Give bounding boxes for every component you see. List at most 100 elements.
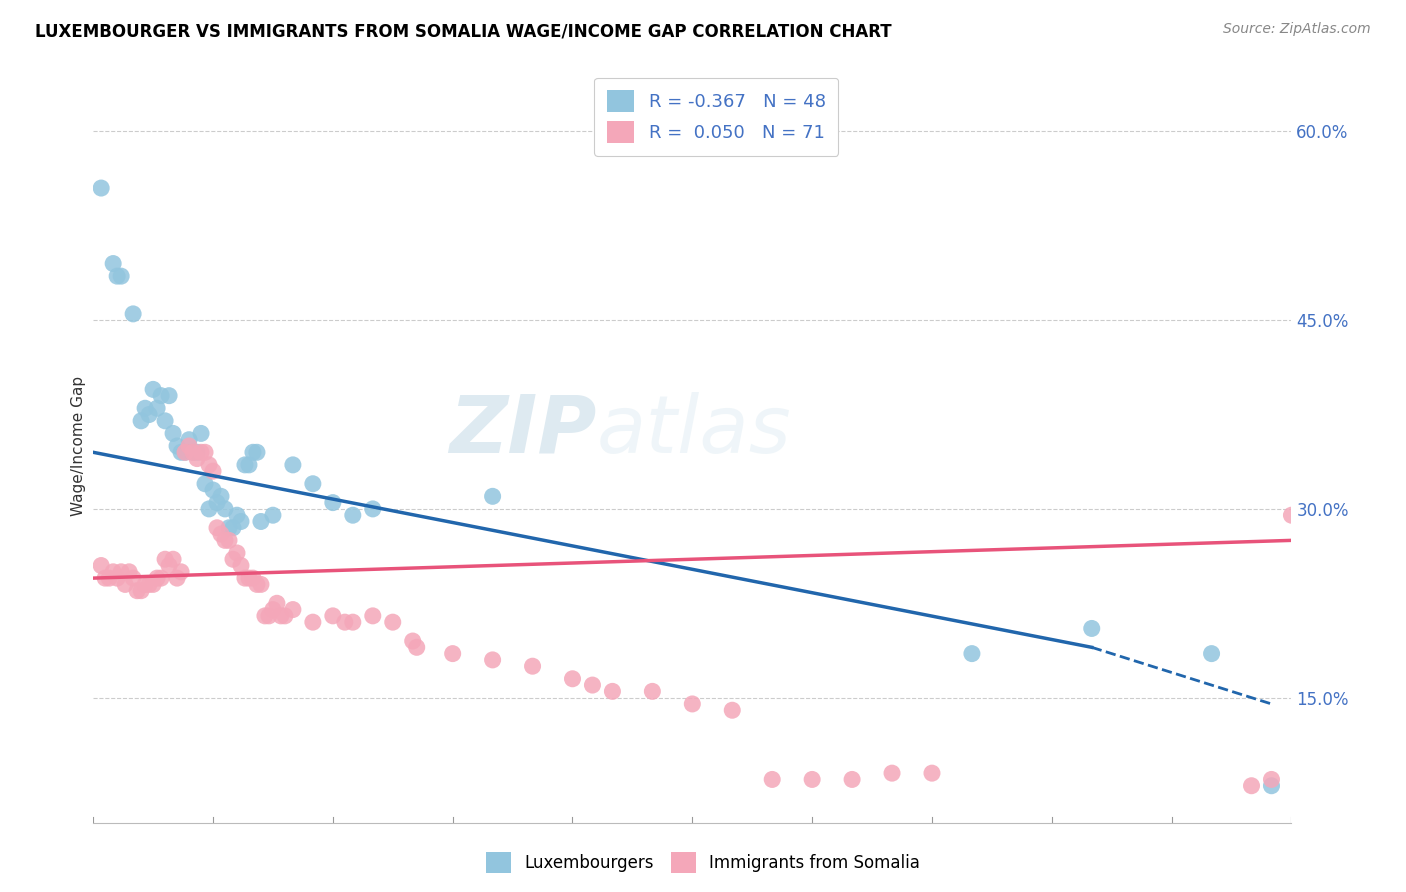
Point [186,445,208,459]
Point [150,571,173,585]
Point [170,445,193,459]
Point [522,659,544,673]
Point [222,552,245,566]
Point [841,772,863,787]
Point [1240,779,1263,793]
Point [218,521,240,535]
Point [157,389,180,403]
Point [921,766,943,780]
Point [166,571,188,585]
Point [402,634,425,648]
Point [202,464,225,478]
Point [122,571,145,585]
Point [110,269,132,284]
Point [257,608,280,623]
Point [105,269,128,284]
Point [561,672,583,686]
Point [162,552,184,566]
Text: atlas: atlas [596,392,792,470]
Point [238,571,260,585]
Point [226,546,249,560]
Point [209,527,232,541]
Point [174,445,197,459]
Point [481,489,503,503]
Point [226,508,249,523]
Point [681,697,703,711]
Point [181,445,204,459]
Point [150,389,173,403]
Point [1201,647,1223,661]
Point [177,433,200,447]
Point [101,256,124,270]
Point [246,445,269,459]
Point [118,565,141,579]
Point [177,439,200,453]
Point [222,521,245,535]
Point [1260,772,1282,787]
Point [162,426,184,441]
Point [1281,508,1303,523]
Point [122,307,145,321]
Point [1080,622,1102,636]
Point [127,583,149,598]
Point [322,608,344,623]
Point [242,571,264,585]
Point [322,495,344,509]
Point [90,181,112,195]
Point [262,508,284,523]
Point [142,383,165,397]
Text: ZIP: ZIP [449,392,596,470]
Point [166,439,188,453]
Point [209,489,232,503]
Point [253,608,276,623]
Point [190,445,212,459]
Point [229,558,252,573]
Point [114,577,136,591]
Point [238,458,260,472]
Point [181,445,204,459]
Point [129,414,152,428]
Point [138,408,160,422]
Point [960,647,983,661]
Point [250,515,273,529]
Point [90,558,112,573]
Legend: R = -0.367   N = 48, R =  0.050   N = 71: R = -0.367 N = 48, R = 0.050 N = 71 [595,78,838,156]
Point [242,445,264,459]
Point [233,571,256,585]
Point [146,571,169,585]
Text: LUXEMBOURGER VS IMMIGRANTS FROM SOMALIA WAGE/INCOME GAP CORRELATION CHART: LUXEMBOURGER VS IMMIGRANTS FROM SOMALIA … [35,22,891,40]
Point [641,684,664,698]
Point [138,577,160,591]
Point [342,508,364,523]
Y-axis label: Wage/Income Gap: Wage/Income Gap [72,376,86,516]
Point [361,608,384,623]
Point [153,414,176,428]
Point [233,458,256,472]
Point [198,458,221,472]
Text: Source: ZipAtlas.com: Source: ZipAtlas.com [1223,22,1371,37]
Point [441,647,464,661]
Point [250,577,273,591]
Point [270,608,292,623]
Point [266,596,288,610]
Point [302,615,325,629]
Point [405,640,427,655]
Point [214,502,236,516]
Point [110,565,132,579]
Point [262,602,284,616]
Point [246,577,269,591]
Point [129,583,152,598]
Point [281,458,304,472]
Point [194,476,217,491]
Point [134,401,156,416]
Point [101,565,124,579]
Point [157,558,180,573]
Point [342,615,364,629]
Point [142,577,165,591]
Point [880,766,903,780]
Point [274,608,297,623]
Legend: Luxembourgers, Immigrants from Somalia: Luxembourgers, Immigrants from Somalia [479,846,927,880]
Point [481,653,503,667]
Point [381,615,404,629]
Point [281,602,304,616]
